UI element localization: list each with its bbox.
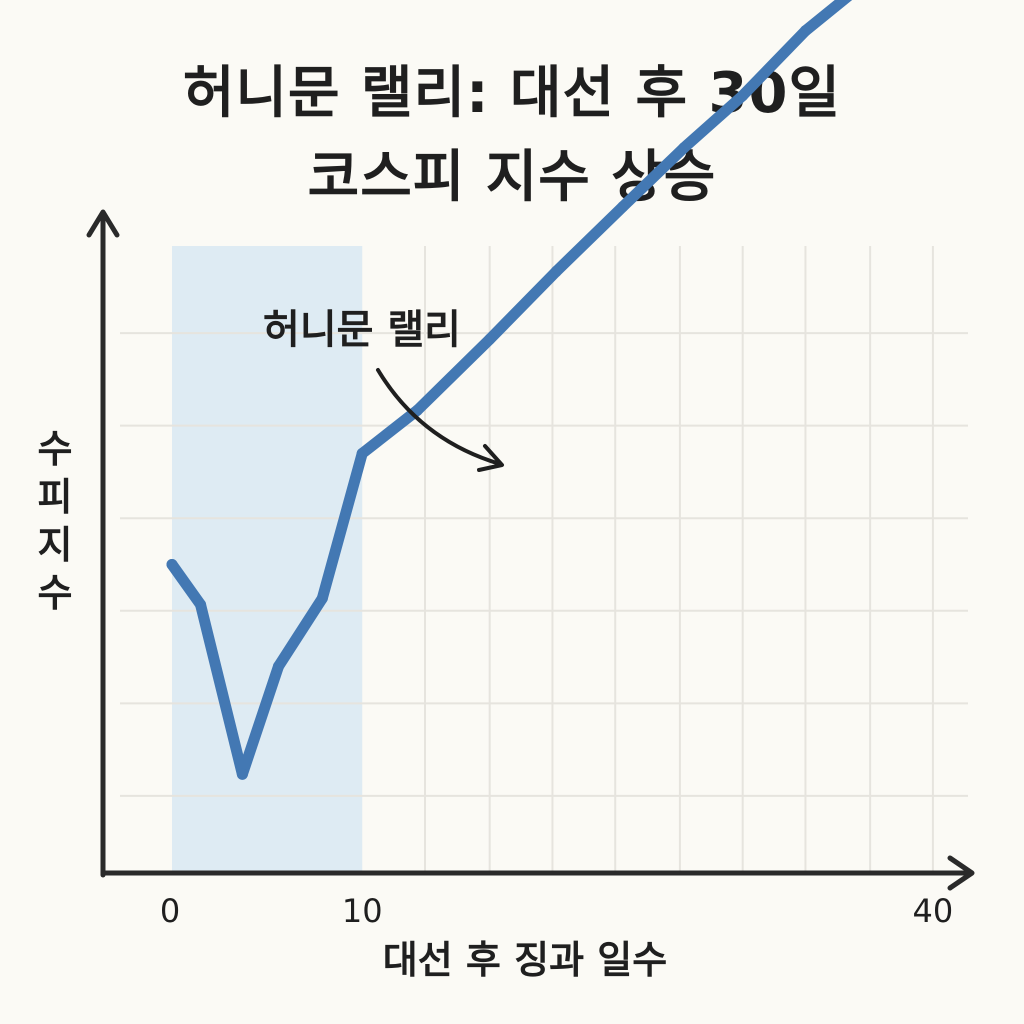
chart-title-line-1: 허니문 랠리: 대선 후 30일: [183, 61, 841, 126]
annotation-arrow-head: [477, 444, 504, 472]
series-0-point-12: [799, 25, 811, 37]
series-0-point-4: [316, 592, 328, 604]
highlight-label: 허니문 랠리: [263, 307, 461, 353]
y-axis-label-char-0: 수: [37, 427, 73, 471]
y-axis-label-char-1: 피: [37, 475, 73, 519]
series-0-point-8: [550, 265, 562, 277]
annotation-arrow-curve: [376, 368, 502, 466]
series-0-point-7: [484, 333, 496, 345]
series-0-point-1: [195, 599, 207, 611]
x-axis-label: 대선 후 징과 일수: [382, 938, 668, 982]
series-0-point-11: [737, 90, 749, 102]
series-0-point-3: [273, 660, 285, 672]
series-0-point-6: [411, 404, 423, 416]
x-tick-label-0: 0: [160, 892, 180, 930]
y-axis-arrow: [86, 209, 120, 238]
y-axis-label-char-2: 지: [37, 523, 73, 567]
series-0-point-9: [617, 201, 629, 213]
series-0-point-10: [678, 142, 690, 154]
series-0-point-0: [166, 559, 178, 570]
series-line-0: [166, 0, 853, 780]
x-axis-arrow: [947, 855, 975, 891]
series-0-point-5: [356, 447, 368, 459]
y-axis-label-char-3: 수: [37, 571, 73, 615]
x-tick-label-1: 10: [342, 892, 383, 930]
series-0-point-2: [236, 768, 248, 780]
x-tick-label-2: 40: [913, 892, 954, 930]
